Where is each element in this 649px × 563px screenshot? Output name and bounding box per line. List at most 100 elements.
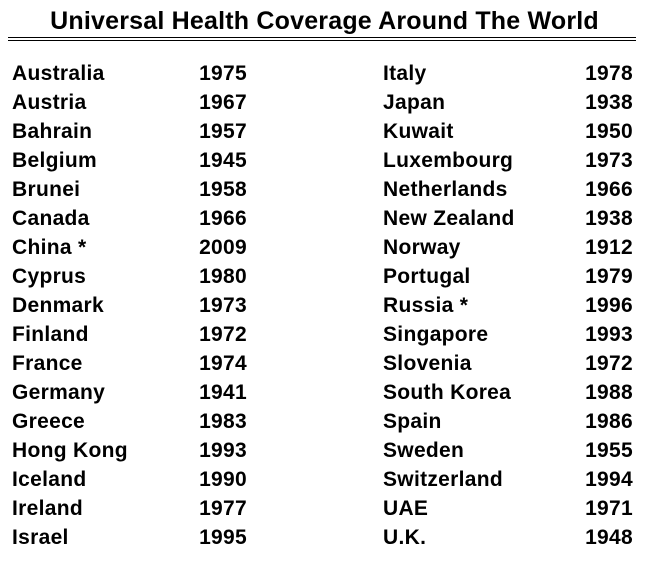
country-row: Cyprus 1980 [12,262,247,291]
title-underline-top [8,37,636,38]
coverage-year: 1967 [199,91,247,114]
country-name: Hong Kong [12,439,128,462]
coverage-year: 1971 [585,497,633,520]
coverage-year: 1972 [199,323,247,346]
coverage-year: 1977 [199,497,247,520]
country-name: Ireland [12,497,83,520]
country-row: Bahrain 1957 [12,117,247,146]
country-name: Austria [12,91,87,114]
country-name: Greece [12,410,86,433]
coverage-year: 1966 [585,178,633,201]
coverage-year: 1978 [585,62,633,85]
country-row: Singapore 1993 [383,320,633,349]
country-name: Canada [12,207,90,230]
country-row: New Zealand 1938 [383,204,633,233]
coverage-year: 1966 [199,207,247,230]
coverage-year: 1958 [199,178,247,201]
country-name: Italy [383,62,427,85]
country-name: Belgium [12,149,97,172]
country-row: U.K. 1948 [383,523,633,552]
coverage-year: 2009 [199,236,247,259]
country-name: France [12,352,83,375]
country-name: Cyprus [12,265,87,288]
country-row: Italy 1978 [383,59,633,88]
coverage-year: 1990 [199,468,247,491]
country-row: Russia * 1996 [383,291,633,320]
coverage-year: 1995 [199,526,247,549]
coverage-year: 1945 [199,149,247,172]
country-name: Japan [383,91,446,114]
country-name: Iceland [12,468,87,491]
coverage-year: 1993 [199,439,247,462]
coverage-year: 1957 [199,120,247,143]
country-name: South Korea [383,381,512,404]
country-name: Australia [12,62,105,85]
country-name: New Zealand [383,207,515,230]
country-row: Brunei 1958 [12,175,247,204]
country-name: Spain [383,410,442,433]
coverage-year: 1975 [199,62,247,85]
country-row: Canada 1966 [12,204,247,233]
country-name: Russia * [383,294,469,317]
coverage-year: 1938 [585,91,633,114]
country-row: Greece 1983 [12,407,247,436]
country-name: China * [12,236,87,259]
coverage-year: 1972 [585,352,633,375]
country-name: Luxembourg [383,149,514,172]
coverage-year: 1973 [585,149,633,172]
country-row: Sweden 1955 [383,436,633,465]
coverage-year: 1986 [585,410,633,433]
country-row: South Korea 1988 [383,378,633,407]
country-row: Iceland 1990 [12,465,247,494]
country-name: Norway [383,236,461,259]
coverage-year: 1912 [585,236,633,259]
coverage-year: 1983 [199,410,247,433]
country-row: Hong Kong 1993 [12,436,247,465]
country-name: Israel [12,526,69,549]
coverage-year: 1996 [585,294,633,317]
country-row: Kuwait 1950 [383,117,633,146]
country-name: Singapore [383,323,489,346]
country-name: Slovenia [383,352,472,375]
coverage-year: 1988 [585,381,633,404]
coverage-year: 1941 [199,381,247,404]
country-row: Spain 1986 [383,407,633,436]
country-name: Kuwait [383,120,454,143]
country-row: France 1974 [12,349,247,378]
country-row: Austria 1967 [12,88,247,117]
country-row: Belgium 1945 [12,146,247,175]
country-name: Brunei [12,178,81,201]
left-country-column: Australia 1975 Austria 1967 Bahrain 1957 Belgi… [12,59,247,552]
country-row: Australia 1975 [12,59,247,88]
country-name: Netherlands [383,178,508,201]
country-row: Norway 1912 [383,233,633,262]
country-row: Denmark 1973 [12,291,247,320]
country-row: Germany 1941 [12,378,247,407]
country-row: Israel 1995 [12,523,247,552]
country-name: Bahrain [12,120,93,143]
country-name: Portugal [383,265,471,288]
country-name: UAE [383,497,429,520]
coverage-year: 1974 [199,352,247,375]
coverage-year: 1993 [585,323,633,346]
coverage-year: 1948 [585,526,633,549]
country-row: Ireland 1977 [12,494,247,523]
country-row: China * 2009 [12,233,247,262]
coverage-year: 1994 [585,468,633,491]
coverage-year: 1980 [199,265,247,288]
country-name: Sweden [383,439,465,462]
coverage-year: 1979 [585,265,633,288]
country-row: Luxembourg 1973 [383,146,633,175]
country-name: Finland [12,323,89,346]
country-row: UAE 1971 [383,494,633,523]
coverage-year: 1955 [585,439,633,462]
coverage-year: 1973 [199,294,247,317]
country-name: Denmark [12,294,104,317]
coverage-year: 1950 [585,120,633,143]
page-title: Universal Health Coverage Around The Wor… [50,7,599,35]
country-name: Germany [12,381,106,404]
country-name: Switzerland [383,468,503,491]
country-name: U.K. [383,526,427,549]
right-country-column: Italy 1978 Japan 1938 Kuwait 1950 Luxembourg 19… [383,59,633,552]
country-row: Slovenia 1972 [383,349,633,378]
